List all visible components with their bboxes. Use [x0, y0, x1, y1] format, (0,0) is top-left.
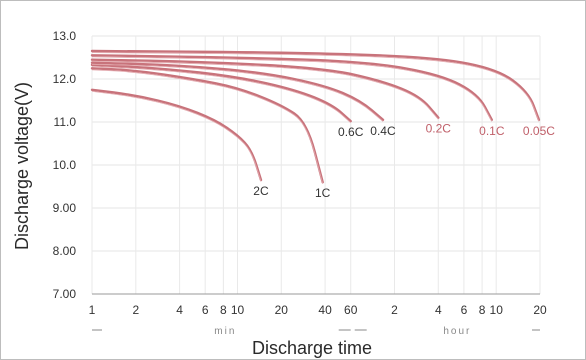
- y-tick-label: 13.0: [53, 29, 77, 43]
- series-line-0.4C: [90, 61, 385, 121]
- x-tick-label: 40: [318, 303, 332, 317]
- y-tick-label: 11.0: [54, 115, 77, 129]
- y-tick-label: 12.0: [53, 72, 77, 86]
- series-shadow-0.4C: [91, 63, 384, 122]
- series-shadow-1C: [91, 69, 324, 184]
- series-line-0.1C: [90, 54, 493, 121]
- range-label-hour: hour: [443, 326, 471, 337]
- series-shadow-0.6C: [91, 66, 351, 123]
- series-shadow-2C: [91, 91, 262, 182]
- x-axis-label: Discharge time: [252, 338, 372, 358]
- series-label-0.6C: 0.6C: [338, 125, 364, 139]
- y-axis-label: Discharge voltage(V): [12, 82, 32, 250]
- series-line-0.2C: [90, 58, 440, 119]
- x-tick-label: 10: [231, 303, 245, 317]
- tick-labels: 13.012.011.010.09.008.007.001 2 4 6 8 10 20 40 6…: [53, 29, 547, 317]
- x-tick-label: 60: [344, 303, 358, 317]
- series-label-0.2C: 0.2C: [426, 122, 452, 136]
- series-label-0.4C: 0.4C: [370, 124, 396, 138]
- series-line-2C: [90, 88, 263, 182]
- series-shadow-0.05C: [91, 52, 540, 122]
- x-tick-label: 20: [533, 303, 547, 317]
- x-tick-label: 6: [461, 303, 468, 317]
- series-label-1C: 1C: [315, 186, 331, 200]
- x-tick-label: 6: [202, 303, 209, 317]
- y-tick-label: 8.00: [53, 244, 77, 258]
- series-shadow-0.1C: [91, 56, 493, 122]
- series-lines: [90, 49, 541, 184]
- range-indicators: min hour: [92, 326, 540, 337]
- series-label-0.1C: 0.1C: [479, 124, 505, 138]
- y-tick-label: 9.00: [53, 201, 77, 215]
- x-tick-label: 4: [176, 303, 183, 317]
- series-line-1C: [90, 67, 324, 184]
- series-line-0.6C: [90, 63, 352, 123]
- x-tick-label: 2: [391, 303, 398, 317]
- series-line-0.05C: [90, 49, 541, 121]
- x-tick-label: 2: [132, 303, 139, 317]
- series-label-2C: 2C: [253, 184, 269, 198]
- x-tick-label: 4: [435, 303, 442, 317]
- x-tick-label: 8: [220, 303, 227, 317]
- x-tick-label: 20: [275, 303, 289, 317]
- x-tick-label: 10: [490, 303, 504, 317]
- series-label-0.05C: 0.05C: [523, 124, 555, 138]
- range-label-min: min: [214, 326, 236, 337]
- series-labels: 2C 1C 0.6C 0.4C 0.2C 0.1C 0.05C: [253, 122, 555, 201]
- x-tick-label: 1: [89, 303, 96, 317]
- x-tick-label: 8: [479, 303, 486, 317]
- y-tick-label: 7.00: [53, 287, 77, 301]
- series-shadow-0.2C: [91, 60, 439, 120]
- y-tick-label: 10.0: [53, 158, 77, 172]
